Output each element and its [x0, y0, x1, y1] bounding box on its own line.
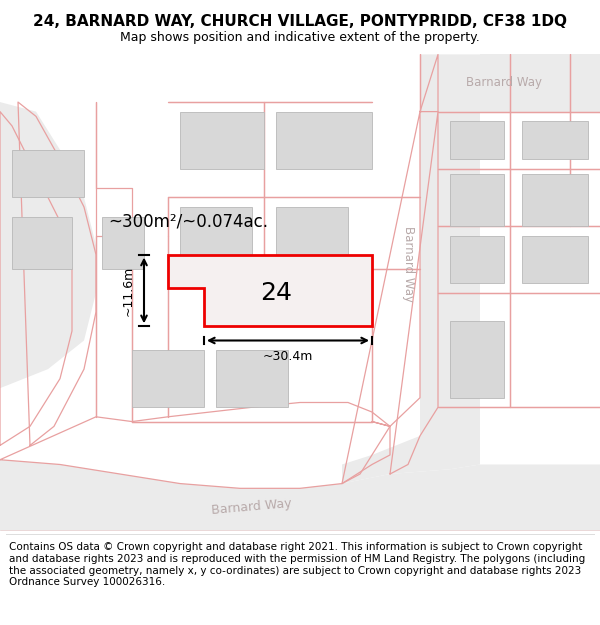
Text: 24: 24: [260, 281, 292, 305]
Text: ~30.4m: ~30.4m: [263, 350, 313, 363]
Text: ~300m²/~0.074ac.: ~300m²/~0.074ac.: [108, 213, 268, 230]
Polygon shape: [180, 112, 264, 169]
Text: Barnard Way: Barnard Way: [466, 76, 542, 89]
Text: 24, BARNARD WAY, CHURCH VILLAGE, PONTYPRIDD, CF38 1DQ: 24, BARNARD WAY, CHURCH VILLAGE, PONTYPR…: [33, 14, 567, 29]
Text: Barnard Way: Barnard Way: [211, 498, 293, 518]
Text: Contains OS data © Crown copyright and database right 2021. This information is : Contains OS data © Crown copyright and d…: [9, 542, 585, 588]
Polygon shape: [0, 460, 600, 531]
Text: ~11.6m: ~11.6m: [122, 265, 135, 316]
Polygon shape: [102, 216, 144, 269]
Polygon shape: [450, 321, 504, 398]
Polygon shape: [342, 54, 480, 484]
Polygon shape: [450, 236, 504, 283]
Polygon shape: [522, 236, 588, 283]
Text: Map shows position and indicative extent of the property.: Map shows position and indicative extent…: [120, 31, 480, 44]
Polygon shape: [522, 121, 588, 159]
Polygon shape: [450, 121, 504, 159]
Text: Barnard Way: Barnard Way: [401, 226, 415, 302]
Polygon shape: [450, 174, 504, 226]
Polygon shape: [12, 150, 84, 198]
Polygon shape: [132, 350, 204, 408]
Polygon shape: [12, 216, 72, 269]
Polygon shape: [0, 102, 96, 388]
Polygon shape: [216, 350, 288, 408]
Polygon shape: [522, 174, 588, 226]
Polygon shape: [420, 54, 600, 112]
Polygon shape: [180, 207, 252, 254]
Polygon shape: [168, 254, 372, 326]
Polygon shape: [276, 207, 348, 254]
Polygon shape: [276, 112, 372, 169]
